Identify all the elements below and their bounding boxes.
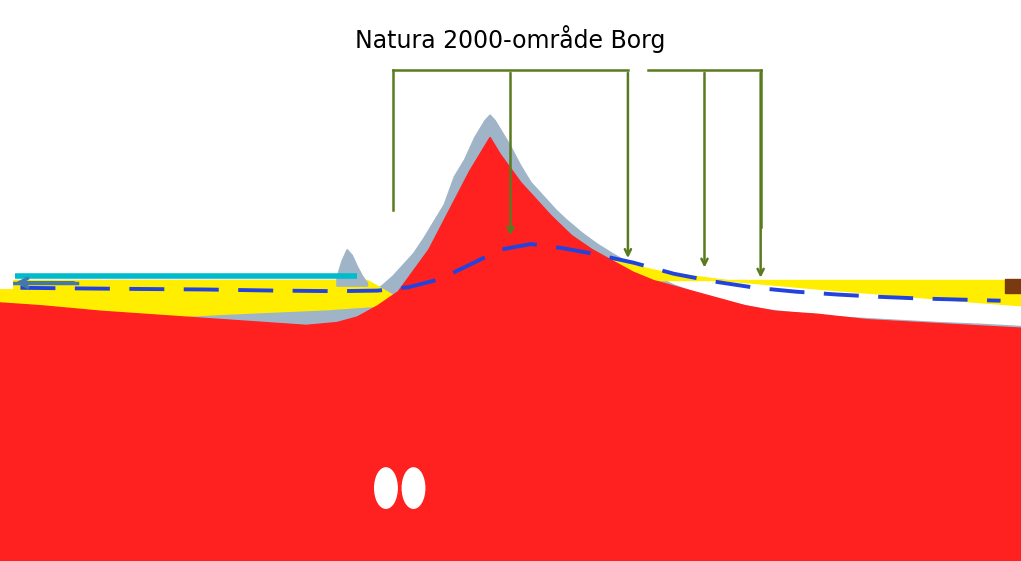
Ellipse shape bbox=[375, 468, 397, 508]
Polygon shape bbox=[0, 137, 1021, 561]
Polygon shape bbox=[613, 261, 1021, 306]
Text: Natura 2000-område Borg: Natura 2000-område Borg bbox=[355, 25, 666, 53]
Polygon shape bbox=[0, 115, 1021, 561]
Bar bbox=[1005, 279, 1021, 293]
Bar bbox=[0, 277, 12, 288]
Polygon shape bbox=[0, 280, 408, 365]
Polygon shape bbox=[337, 250, 368, 286]
Ellipse shape bbox=[402, 468, 425, 508]
